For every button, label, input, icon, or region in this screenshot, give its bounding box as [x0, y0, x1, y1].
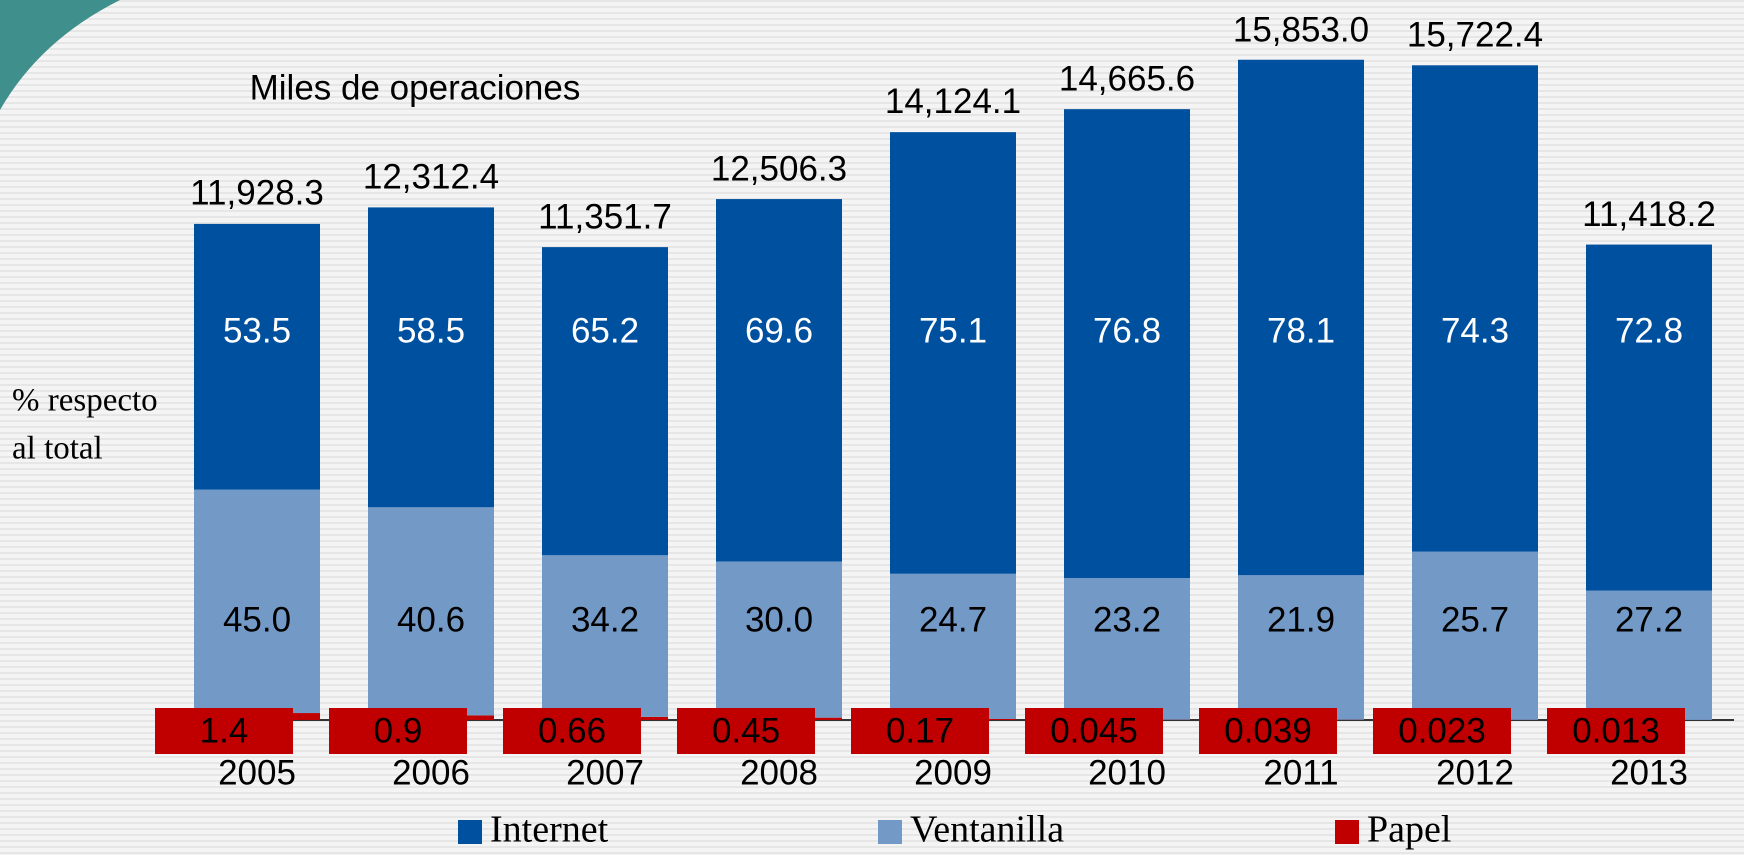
x-tick-label: 2010 — [1088, 753, 1166, 792]
value-label: 30.0 — [745, 600, 813, 639]
value-label: 1.4 — [200, 711, 249, 750]
legend-label: Ventanilla — [910, 809, 1064, 851]
value-label: 25.7 — [1441, 600, 1509, 639]
value-label: 34.2 — [571, 600, 639, 639]
total-label: 11,928.3 — [190, 174, 324, 213]
total-label: 15,722.4 — [1407, 16, 1543, 55]
value-label: 75.1 — [919, 311, 987, 350]
y-axis-label: % respecto — [12, 383, 158, 419]
value-label: 0.023 — [1398, 711, 1486, 750]
value-label: 0.013 — [1572, 711, 1660, 750]
value-label: 23.2 — [1093, 600, 1161, 639]
value-label: 0.45 — [712, 711, 780, 750]
value-label: 53.5 — [223, 311, 291, 350]
value-label: 0.9 — [374, 711, 423, 750]
x-tick-label: 2011 — [1263, 753, 1338, 792]
bar-segment — [1238, 575, 1364, 720]
value-label: 72.8 — [1615, 311, 1683, 350]
bar-segment — [890, 132, 1016, 574]
bar-segment — [1412, 65, 1538, 551]
total-label: 15,853.0 — [1233, 10, 1369, 49]
value-label: 65.2 — [571, 311, 639, 350]
value-label: 40.6 — [397, 600, 465, 639]
total-label: 12,506.3 — [711, 150, 847, 189]
page: {"chart_data": {"type": "stacked-bar", "… — [0, 0, 1744, 855]
x-tick-label: 2008 — [740, 753, 818, 792]
value-label: 21.9 — [1267, 600, 1335, 639]
total-label: 14,124.1 — [885, 82, 1021, 121]
x-tick-label: 2005 — [218, 753, 296, 792]
legend-swatch — [878, 820, 902, 844]
bar-segment — [1586, 245, 1712, 591]
bar-segment — [194, 224, 320, 490]
bar-segment — [716, 561, 842, 717]
value-label: 24.7 — [919, 600, 987, 639]
legend-swatch — [1335, 820, 1359, 844]
chart: Miles de operaciones % respecto al total… — [0, 0, 1744, 855]
value-label: 74.3 — [1441, 311, 1509, 350]
value-label: 0.66 — [538, 711, 606, 750]
bar-segment — [890, 574, 1016, 719]
total-label: 11,418.2 — [1582, 195, 1716, 234]
value-label: 27.2 — [1615, 600, 1683, 639]
total-label: 12,312.4 — [363, 158, 499, 197]
legend-label: Papel — [1367, 809, 1451, 851]
value-label: 76.8 — [1093, 311, 1161, 350]
value-label: 45.0 — [223, 600, 291, 639]
value-label: 78.1 — [1267, 311, 1335, 350]
total-label: 11,351.7 — [538, 198, 672, 237]
x-tick-label: 2009 — [914, 753, 992, 792]
legend-label: Internet — [490, 809, 609, 851]
total-label: 14,665.6 — [1059, 60, 1195, 99]
legend-swatch — [458, 820, 482, 844]
x-tick-label: 2007 — [566, 753, 644, 792]
bar-segment — [368, 207, 494, 507]
value-label: 69.6 — [745, 311, 813, 350]
value-label: 58.5 — [397, 311, 465, 350]
x-tick-label: 2006 — [392, 753, 470, 792]
x-tick-label: 2013 — [1610, 753, 1688, 792]
value-label: 0.039 — [1224, 711, 1312, 750]
x-tick-label: 2012 — [1436, 753, 1514, 792]
value-label: 0.17 — [886, 711, 954, 750]
bar-segment — [716, 199, 842, 561]
y-axis-label: al total — [12, 431, 103, 467]
bar-segment — [542, 247, 668, 555]
value-label: 0.045 — [1050, 711, 1138, 750]
subtitle: Miles de operaciones — [250, 68, 581, 107]
